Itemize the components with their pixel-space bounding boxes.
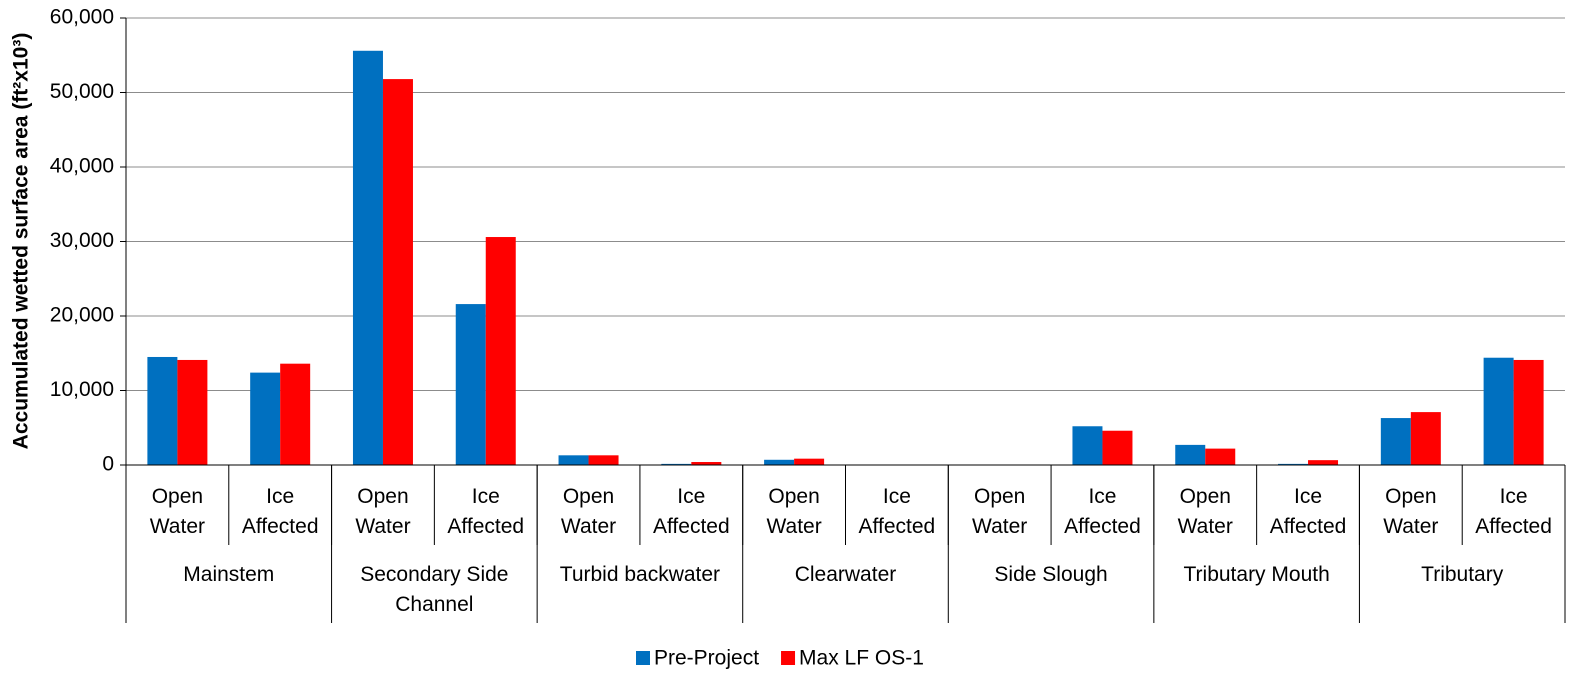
x-tick-label-box: Open Water xyxy=(1383,485,1439,538)
bar xyxy=(147,356,178,465)
x-tick-label-box: Ice Affected xyxy=(1064,485,1141,538)
x-tick-label-box: Open Water xyxy=(972,485,1028,538)
y-axis-title: Accumulated wetted surface area (ft²x10³… xyxy=(10,33,33,450)
x-tick-label: Ice Affected xyxy=(1064,485,1141,538)
bar xyxy=(1175,444,1206,465)
bar xyxy=(250,372,281,465)
x-tick-label: Open Water xyxy=(972,485,1028,538)
group-label: Tributary xyxy=(1421,563,1504,586)
x-tick-label: Open Water xyxy=(355,485,411,538)
bar xyxy=(1410,412,1441,465)
group-label-box: Secondary Side Channel xyxy=(360,563,509,616)
bar xyxy=(588,455,619,465)
x-tick-label: Ice Affected xyxy=(1269,485,1347,538)
group-label: Turbid backwater xyxy=(559,563,721,586)
bar xyxy=(1380,418,1411,465)
y-tick-label: 0 xyxy=(102,453,114,476)
x-tick-label: Ice Affected xyxy=(241,485,319,538)
group-label: Tributary Mouth xyxy=(1183,563,1330,586)
group-label-box: Turbid backwater xyxy=(559,563,721,586)
x-tick-label: Open Water xyxy=(1383,485,1439,538)
legend-swatch xyxy=(636,651,650,665)
x-tick-label-box: Open Water xyxy=(355,485,411,538)
group-label-box: Tributary Mouth xyxy=(1183,563,1330,586)
legend-label: Pre-Project xyxy=(654,647,759,670)
x-tick-label-box: Open Water xyxy=(560,485,617,538)
legend-label: Max LF OS-1 xyxy=(799,647,924,670)
x-tick-label-box: Open Water xyxy=(1177,485,1233,538)
bar xyxy=(1278,463,1309,465)
bar xyxy=(177,359,208,465)
bar xyxy=(1205,448,1236,465)
y-tick-label: 60,000 xyxy=(50,6,114,29)
x-tick-label-box: Open Water xyxy=(766,485,822,538)
legend-swatch xyxy=(781,651,796,665)
bar xyxy=(1483,357,1514,465)
group-label-box: Tributary xyxy=(1421,563,1504,586)
bar xyxy=(1308,460,1339,465)
x-tick-label: Open Water xyxy=(1177,485,1233,538)
bar xyxy=(1513,359,1544,465)
x-tick-label-box: Ice Affected xyxy=(447,485,525,538)
bar xyxy=(661,463,692,465)
x-tick-label-box: Ice Affected xyxy=(652,485,730,538)
bar xyxy=(280,363,311,465)
group-label: Secondary Side Channel xyxy=(360,563,509,616)
bar xyxy=(352,50,383,465)
bar xyxy=(558,455,589,465)
bar xyxy=(1072,426,1103,465)
x-tick-label: Ice Affected xyxy=(652,485,730,538)
bar xyxy=(764,459,795,465)
y-tick-label: 20,000 xyxy=(50,304,114,327)
x-tick-label: Open Water xyxy=(766,485,822,538)
x-tick-label: Ice Affected xyxy=(447,485,525,538)
group-label-box: Side Slough xyxy=(994,563,1108,586)
bar xyxy=(382,79,413,465)
bar xyxy=(691,462,722,465)
y-tick-label: 40,000 xyxy=(50,155,114,178)
x-tick-label-box: Ice Affected xyxy=(1475,485,1552,538)
group-label: Clearwater xyxy=(794,563,897,586)
group-label: Mainstem xyxy=(183,563,275,586)
x-tick-label-box: Ice Affected xyxy=(858,485,936,538)
bar xyxy=(794,458,825,465)
x-tick-label-box: Ice Affected xyxy=(241,485,319,538)
group-label-box: Mainstem xyxy=(183,563,275,586)
group-label: Side Slough xyxy=(994,563,1108,586)
bar xyxy=(1102,430,1133,465)
x-tick-label-box: Open Water xyxy=(149,485,205,538)
x-tick-label-box: Ice Affected xyxy=(1269,485,1347,538)
bar xyxy=(455,304,486,465)
x-tick-label: Ice Affected xyxy=(1475,485,1552,538)
x-tick-label: Ice Affected xyxy=(858,485,936,538)
bar xyxy=(485,237,516,465)
y-tick-label: 50,000 xyxy=(50,80,114,103)
y-tick-label: 10,000 xyxy=(50,378,114,401)
group-label-box: Clearwater xyxy=(794,563,897,586)
x-tick-label: Open Water xyxy=(560,485,617,538)
x-tick-label: Open Water xyxy=(149,485,205,538)
y-tick-label: 30,000 xyxy=(50,229,114,252)
